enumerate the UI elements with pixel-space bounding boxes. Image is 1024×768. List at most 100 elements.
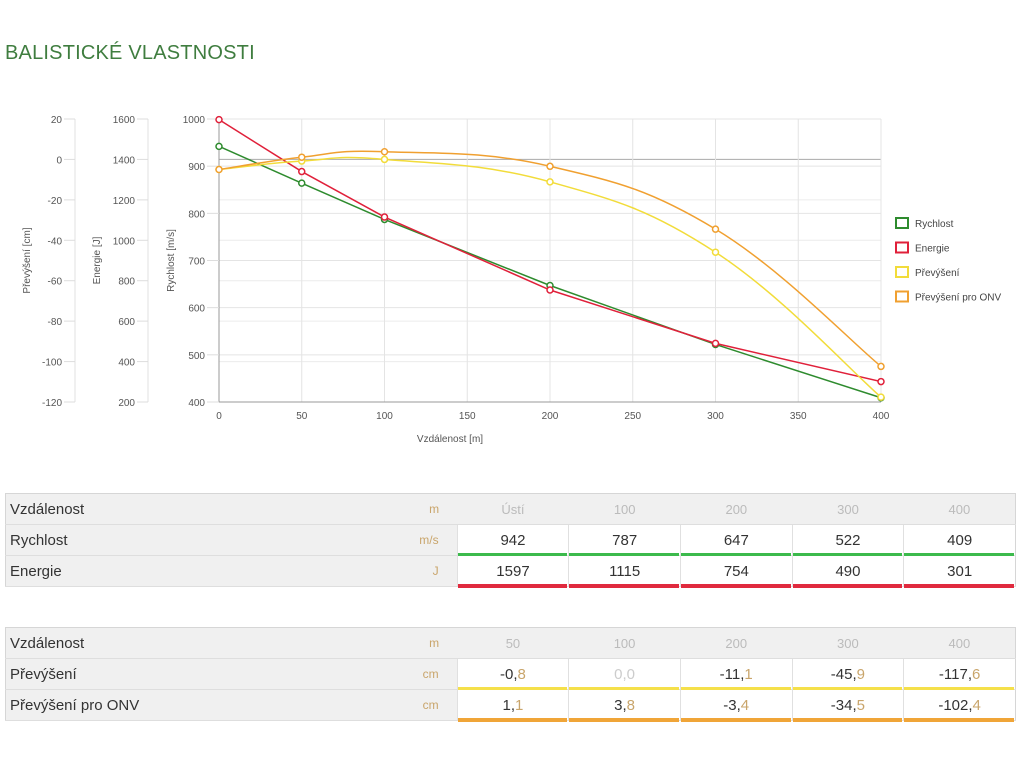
data-point: [711, 248, 720, 256]
data-point: [877, 393, 885, 401]
x-tick-label: 300: [707, 411, 724, 422]
value-int: 787: [612, 531, 638, 549]
value-cell: -3,4: [679, 689, 793, 722]
value-int: -102,: [938, 696, 973, 714]
value-decimal: 6: [971, 665, 981, 683]
value-cell: -0,8: [456, 658, 569, 691]
y-tick-label: -20: [48, 196, 63, 207]
value-decimal: 1: [744, 665, 753, 683]
value-decimal: 8: [626, 696, 635, 714]
data-point: [215, 142, 223, 151]
row-label: Vzdálenost: [5, 627, 389, 659]
value-int: 3,: [614, 696, 627, 714]
unit: m/s: [388, 524, 458, 556]
legend-label: Energie: [915, 244, 950, 255]
column-header: 300: [792, 627, 904, 659]
y-tick-label: 600: [188, 304, 205, 315]
x-tick-label: 100: [376, 411, 393, 422]
y-tick-label: -40: [48, 236, 63, 247]
value-cell: 647: [680, 524, 793, 557]
data-point: [215, 115, 223, 124]
y-tick-label: 20: [51, 115, 63, 126]
row-label: Převýšení pro ONV: [5, 689, 389, 721]
x-tick-label: 50: [296, 411, 308, 422]
y-tick-label: 1400: [113, 155, 136, 166]
data-point: [380, 213, 389, 221]
value-decimal: 8: [517, 665, 526, 683]
value-int: 647: [723, 531, 749, 549]
x-tick-label: 250: [624, 411, 641, 422]
x-tick-label: 150: [459, 411, 476, 422]
legend-swatch: [895, 217, 909, 229]
data-point: [877, 362, 885, 371]
column-header: Ústí: [457, 493, 569, 525]
data-point: [546, 162, 554, 171]
row-label: Vzdálenost: [5, 493, 389, 525]
series-color-bar: [792, 584, 903, 588]
value-cell: 301: [903, 555, 1016, 588]
legend-label: Rychlost: [915, 219, 954, 230]
data-point: [298, 167, 306, 176]
data-point: [380, 155, 389, 164]
value-int: 490: [835, 562, 861, 580]
table-row: Převýšení cm -0,8 0,0 -11,1 -45,9 -117,6: [5, 658, 1016, 691]
unit: J: [388, 555, 458, 587]
page-title: BALISTICKÉ VLASTNOSTI: [5, 42, 255, 64]
series-color-bar: [792, 718, 903, 722]
table-row: Energie J 1597 1115 754 490 301: [5, 555, 1016, 588]
unit: cm: [388, 689, 458, 721]
y-tick-label: 600: [118, 317, 135, 328]
value-cell: 1115: [568, 555, 681, 588]
y-tick-label: 200: [118, 398, 135, 409]
data-point: [711, 339, 720, 348]
series-color-bar: [569, 584, 679, 588]
value-decimal: 9: [856, 665, 865, 683]
data-point: [546, 286, 554, 294]
column-header: 400: [903, 627, 1016, 659]
value-cell: 0,0: [568, 658, 681, 691]
series-color-bar: [457, 584, 568, 588]
data-point: [215, 165, 223, 174]
y-tick-label: 1000: [113, 236, 136, 247]
value-int: 1115: [609, 562, 641, 580]
value-int: -117,: [938, 665, 972, 683]
value-cell: 942: [456, 524, 569, 557]
series-color-bar: [681, 584, 791, 588]
y-tick-label: -120: [42, 398, 62, 409]
data-point: [877, 377, 885, 386]
y-tick-label: 400: [188, 398, 205, 409]
y-tick-label: 800: [188, 209, 205, 220]
x-tick-label: 200: [542, 411, 559, 422]
header-row: Vzdálenost m 50 100 200 300 400: [5, 627, 1016, 659]
series-color-bar: [457, 687, 568, 691]
series-line-0: [218, 145, 882, 399]
value-cell: 522: [791, 524, 904, 557]
x-tick-label: 350: [790, 411, 807, 422]
series-color-bar: [457, 553, 568, 557]
header-row: Vzdálenost m Ústí 100 200 300 400: [5, 493, 1016, 525]
y-tick-label: 0: [56, 155, 62, 166]
column-header: 100: [568, 493, 681, 525]
series-color-bar: [569, 718, 679, 722]
value-cell: 1,1: [456, 689, 569, 722]
value-int: -3,: [723, 696, 741, 714]
series-color-bar: [680, 718, 791, 722]
y-axis-title: Převýšení [cm]: [22, 227, 33, 293]
column-header: 200: [680, 493, 793, 525]
y-tick-label: 1000: [183, 115, 206, 126]
data-point: [298, 153, 306, 161]
y-tick-label: 1600: [113, 115, 136, 126]
y-axis-title: Rychlost [m/s]: [166, 229, 177, 292]
value-int: 942: [500, 531, 526, 549]
value-decimal: 5: [856, 696, 865, 714]
y-tick-label: 400: [118, 358, 135, 369]
series-color-bar: [457, 718, 568, 722]
series-color-bar: [904, 584, 1014, 588]
data-point: [380, 147, 389, 156]
y-tick-label: 500: [188, 351, 205, 362]
value-cell: 787: [568, 524, 681, 557]
legend-swatch: [895, 266, 909, 278]
value-cell: -102,4: [903, 689, 1016, 722]
y-tick-label: -100: [42, 358, 62, 369]
column-header: 100: [568, 627, 681, 659]
